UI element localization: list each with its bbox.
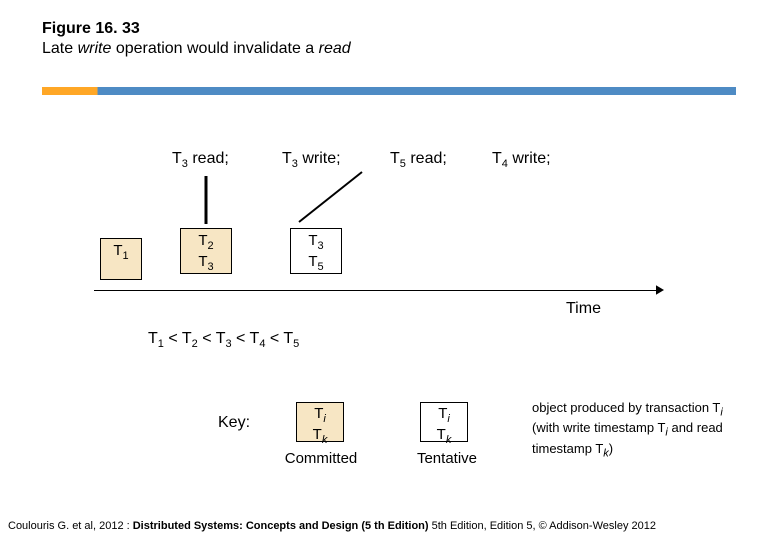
version-box-1: T2T3 — [180, 228, 232, 274]
op-label-2: T5 read; — [390, 150, 447, 170]
key-committed-caption: Committed — [276, 450, 366, 467]
op-label-0: T3 read; — [172, 150, 229, 170]
timestamp-ordering: T1 < T2 < T3 < T4 < T5 — [148, 330, 299, 350]
version-box-2: T3T5 — [290, 228, 342, 274]
timeline-axis — [94, 290, 660, 291]
key-tentative-box: TiTk — [420, 402, 468, 442]
key-tentative-caption: Tentative — [402, 450, 492, 467]
diagram: T3 read; T3 write; T5 read; T4 write; T1 T2T… — [0, 0, 780, 540]
time-label: Time — [566, 300, 601, 318]
version-box-0: T1 — [100, 238, 142, 280]
op-label-1: T3 write; — [282, 150, 341, 170]
key-label: Key: — [218, 414, 250, 432]
op-label-3: T4 write; — [492, 150, 551, 170]
key-committed-box: TiTk — [296, 402, 344, 442]
footer-citation: Coulouris G. et al, 2012 : Distributed S… — [8, 520, 772, 532]
key-description: object produced by transaction Ti(with w… — [532, 400, 737, 461]
